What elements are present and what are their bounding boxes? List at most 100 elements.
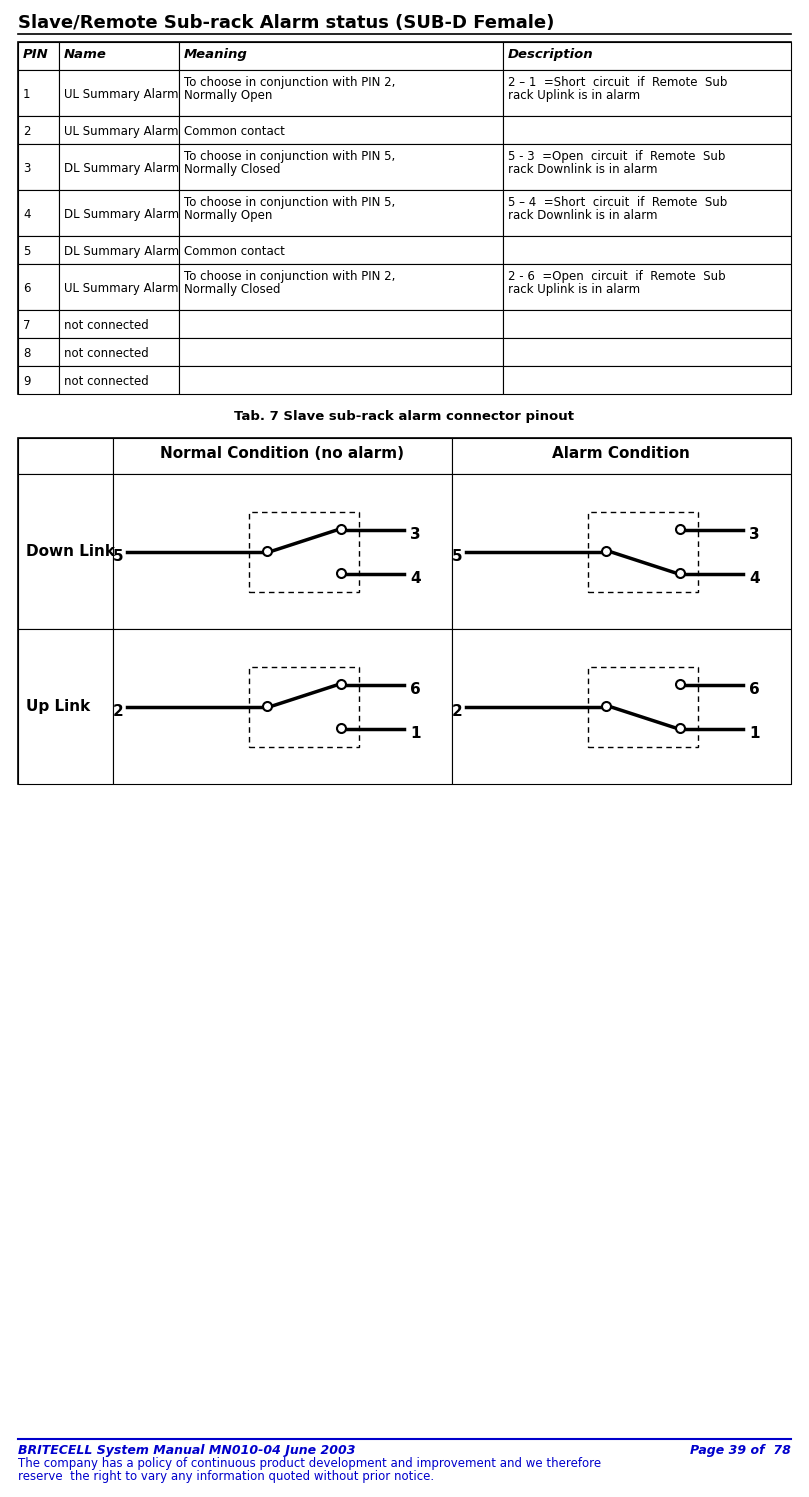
- Bar: [503, 144, 791, 190]
- Circle shape: [676, 725, 685, 734]
- Text: The company has a policy of continuous product development and improvement and w: The company has a policy of continuous p…: [18, 1457, 601, 1470]
- Bar: [179, 237, 503, 263]
- Text: 5: 5: [23, 246, 31, 257]
- Bar: [179, 70, 503, 115]
- Circle shape: [676, 525, 685, 534]
- Text: rack Downlink is in alarm: rack Downlink is in alarm: [508, 163, 658, 177]
- Bar: [59, 365, 179, 394]
- Text: To choose in conjunction with PIN 5,: To choose in conjunction with PIN 5,: [184, 196, 396, 210]
- Text: BRITECELL System Manual MN010-04 June 2003: BRITECELL System Manual MN010-04 June 20…: [18, 1445, 355, 1457]
- Text: not connected: not connected: [64, 347, 149, 359]
- Bar: [18, 439, 791, 784]
- Text: 3: 3: [749, 527, 760, 542]
- Bar: [59, 115, 179, 144]
- Bar: [59, 42, 179, 70]
- Circle shape: [676, 569, 685, 578]
- Text: DL Summary Alarm: DL Summary Alarm: [64, 246, 179, 257]
- Bar: [113, 629, 452, 784]
- Circle shape: [337, 569, 346, 578]
- Bar: [249, 666, 359, 747]
- Bar: [503, 190, 791, 237]
- Bar: [503, 115, 791, 144]
- Text: Normally Closed: Normally Closed: [184, 283, 281, 296]
- Bar: [59, 310, 179, 338]
- Text: To choose in conjunction with PIN 2,: To choose in conjunction with PIN 2,: [184, 76, 396, 88]
- Text: DL Summary Alarm: DL Summary Alarm: [64, 162, 179, 175]
- Text: Description: Description: [508, 48, 594, 61]
- Text: 6: 6: [23, 281, 31, 295]
- Text: Tab. 7 Slave sub-rack alarm connector pinout: Tab. 7 Slave sub-rack alarm connector pi…: [235, 410, 574, 424]
- Circle shape: [676, 680, 685, 689]
- Bar: [452, 629, 791, 784]
- Bar: [59, 70, 179, 115]
- Text: To choose in conjunction with PIN 5,: To choose in conjunction with PIN 5,: [184, 150, 396, 163]
- Text: 4: 4: [23, 208, 31, 222]
- Text: 2 - 6  =Open  circuit  if  Remote  Sub: 2 - 6 =Open circuit if Remote Sub: [508, 269, 726, 283]
- Circle shape: [337, 725, 346, 734]
- Bar: [18, 629, 113, 784]
- Text: 2: 2: [113, 704, 124, 719]
- Bar: [503, 237, 791, 263]
- Text: 2: 2: [23, 126, 31, 138]
- Text: Alarm Condition: Alarm Condition: [552, 446, 690, 461]
- Bar: [59, 190, 179, 237]
- Text: PIN: PIN: [23, 48, 49, 61]
- Bar: [18, 310, 59, 338]
- Text: 1: 1: [749, 726, 760, 741]
- Bar: [179, 365, 503, 394]
- Bar: [18, 263, 59, 310]
- Circle shape: [263, 546, 272, 555]
- Circle shape: [602, 702, 611, 711]
- Bar: [18, 42, 791, 394]
- Bar: [59, 338, 179, 365]
- Text: Up Link: Up Link: [26, 699, 91, 714]
- Text: 5 - 3  =Open  circuit  if  Remote  Sub: 5 - 3 =Open circuit if Remote Sub: [508, 150, 726, 163]
- Circle shape: [337, 525, 346, 534]
- Text: 1: 1: [410, 726, 421, 741]
- Bar: [59, 237, 179, 263]
- Bar: [18, 144, 59, 190]
- Text: 1: 1: [23, 88, 31, 100]
- Bar: [18, 439, 113, 475]
- Bar: [452, 439, 791, 475]
- Bar: [18, 338, 59, 365]
- Text: 9: 9: [23, 376, 31, 388]
- Bar: [179, 144, 503, 190]
- Bar: [113, 439, 452, 475]
- Text: 2 – 1  =Short  circuit  if  Remote  Sub: 2 – 1 =Short circuit if Remote Sub: [508, 76, 727, 88]
- Bar: [179, 190, 503, 237]
- Text: Page 39 of  78: Page 39 of 78: [690, 1445, 791, 1457]
- Text: Common contact: Common contact: [184, 126, 285, 138]
- Bar: [503, 70, 791, 115]
- Bar: [179, 310, 503, 338]
- Text: UL Summary Alarm: UL Summary Alarm: [64, 126, 179, 138]
- Bar: [179, 338, 503, 365]
- Bar: [179, 42, 503, 70]
- Bar: [452, 475, 791, 629]
- Bar: [179, 263, 503, 310]
- Text: 3: 3: [410, 527, 421, 542]
- Bar: [503, 338, 791, 365]
- Text: not connected: not connected: [64, 376, 149, 388]
- Bar: [18, 115, 59, 144]
- Text: not connected: not connected: [64, 319, 149, 332]
- Text: Normally Closed: Normally Closed: [184, 163, 281, 177]
- Text: 7: 7: [23, 319, 31, 332]
- Bar: [503, 310, 791, 338]
- Text: rack Uplink is in alarm: rack Uplink is in alarm: [508, 283, 640, 296]
- Circle shape: [263, 702, 272, 711]
- Bar: [249, 512, 359, 591]
- Text: Normal Condition (no alarm): Normal Condition (no alarm): [160, 446, 404, 461]
- Text: reserve  the right to vary any information quoted without prior notice.: reserve the right to vary any informatio…: [18, 1470, 434, 1484]
- Text: 4: 4: [749, 570, 760, 585]
- Bar: [59, 144, 179, 190]
- Text: To choose in conjunction with PIN 2,: To choose in conjunction with PIN 2,: [184, 269, 396, 283]
- Text: 8: 8: [23, 347, 31, 359]
- Bar: [179, 115, 503, 144]
- Bar: [18, 365, 59, 394]
- Text: Common contact: Common contact: [184, 246, 285, 257]
- Text: Name: Name: [64, 48, 107, 61]
- Text: rack Uplink is in alarm: rack Uplink is in alarm: [508, 88, 640, 102]
- Text: DL Summary Alarm: DL Summary Alarm: [64, 208, 179, 222]
- Text: UL Summary Alarm: UL Summary Alarm: [64, 281, 179, 295]
